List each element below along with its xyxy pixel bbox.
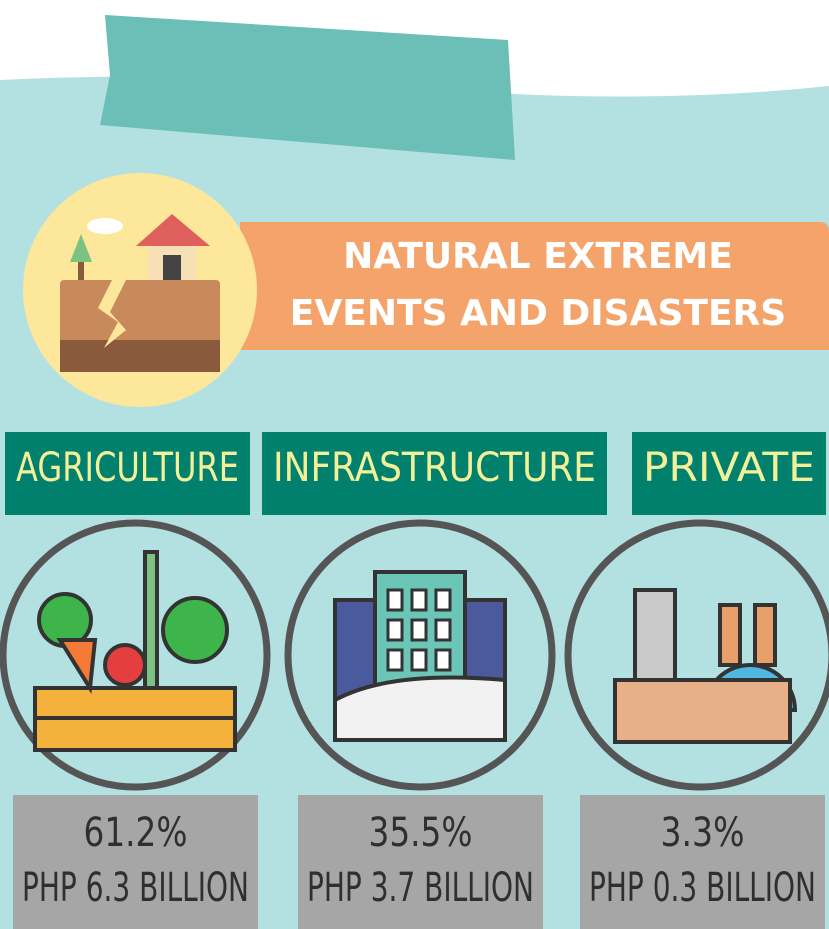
window [436,650,450,670]
window [412,650,426,670]
window [388,650,402,670]
sector-amount: PHP 6.3 BILLION [22,865,249,911]
sector-share: 3.3% [661,810,745,856]
window [412,620,426,640]
apple [105,645,145,685]
title-line: EVENTS AND DISASTERS [290,293,786,334]
page: {"title_lines": ["NATURAL EXTREME", "EVE… [0,0,829,929]
window [436,590,450,610]
leek [145,552,157,688]
sectors: AGRICULTURE 61.2% PHP 6.3 BILLION INFRASTRU… [3,432,829,929]
sector-amount: PHP 0.3 BILLION [589,865,816,911]
sector-share: 35.5% [369,810,473,856]
sector-icon-frame [568,523,829,787]
infographic: NATURAL EXTREME EVENTS AND DISASTERS AGR… [0,0,829,929]
chimney [755,605,775,665]
window [388,620,402,640]
window [412,590,426,610]
sector-name: PRIVATE [643,445,815,491]
factory-tower [635,590,675,680]
chimney [720,605,740,665]
title-line: NATURAL EXTREME [343,236,733,277]
sector-amount: PHP 3.7 BILLION [307,865,534,911]
broccoli [163,598,227,662]
disaster-icon [23,173,257,407]
sector-name: AGRICULTURE [16,445,239,491]
factory-base [615,680,790,742]
window [388,590,402,610]
sector-name: INFRASTRUCTURE [273,445,596,491]
window [436,620,450,640]
sector-share: 61.2% [84,810,188,856]
